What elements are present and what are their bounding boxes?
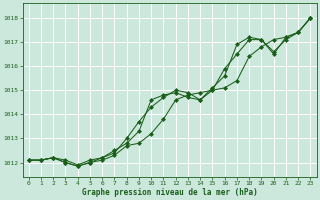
X-axis label: Graphe pression niveau de la mer (hPa): Graphe pression niveau de la mer (hPa) <box>82 188 258 197</box>
